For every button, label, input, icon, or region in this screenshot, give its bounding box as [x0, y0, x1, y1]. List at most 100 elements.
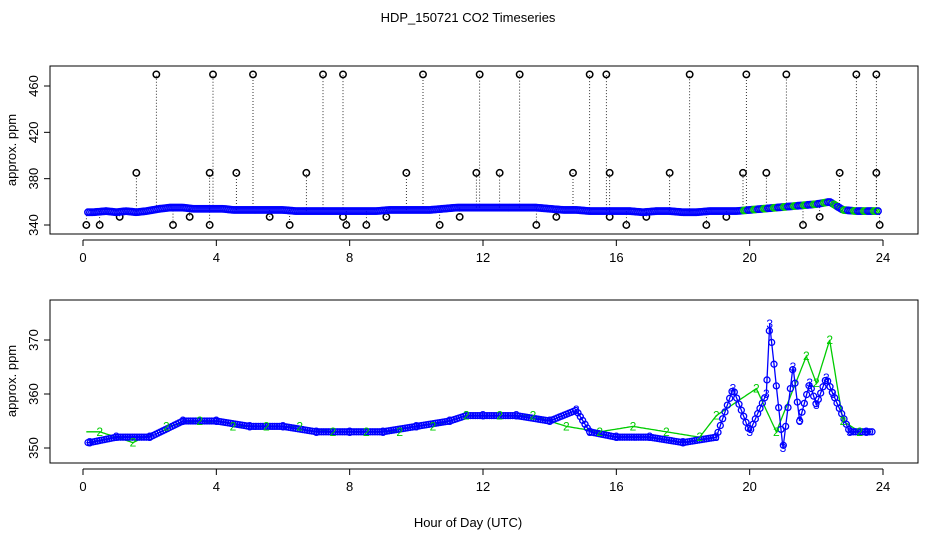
- bottom-data-point: [198, 417, 206, 425]
- top-outlier-point: [685, 70, 694, 79]
- series-3-point-label: 3: [463, 409, 470, 423]
- series-2-point-label: 2: [813, 376, 820, 390]
- bottom-data-point: [742, 418, 750, 426]
- bottom-data-point: [644, 433, 652, 441]
- top-y-tick-label: 460: [26, 75, 41, 97]
- bottom-data-point: [462, 412, 470, 420]
- x-axis-label: Hour of Day (UTC): [414, 515, 522, 530]
- bottom-data-point: [800, 399, 808, 408]
- series-2-point-label: 2: [563, 419, 570, 433]
- top-outlier-point: [475, 70, 484, 79]
- series-3-point-label: 3: [246, 419, 253, 433]
- series-3-point-label: 3: [823, 371, 830, 385]
- top-outlier-point: [205, 168, 214, 177]
- bottom-plot-frame: [49, 299, 919, 464]
- top-outlier-point: [152, 70, 161, 79]
- bottom-data-point: [140, 433, 148, 441]
- bottom-data-point: [803, 390, 811, 399]
- series-2-point-label: 2: [296, 419, 303, 433]
- bottom-data-point: [768, 338, 776, 347]
- bottom-data-point: [784, 403, 792, 412]
- bottom-data-point: [348, 428, 356, 436]
- bottom-data-point: [322, 428, 330, 436]
- bottom-data-point: [637, 433, 645, 441]
- bottom-data-point: [723, 401, 731, 409]
- bottom-x-tick-label: 24: [876, 479, 890, 494]
- bottom-data-point: [355, 428, 363, 436]
- top-outlier-point: [852, 70, 861, 79]
- bottom-data-point: [201, 417, 209, 425]
- bottom-data-point: [730, 388, 738, 396]
- bottom-data-point: [779, 441, 787, 449]
- top-outlier-point: [702, 221, 711, 229]
- bottom-data-point: [471, 411, 479, 420]
- series-2-point-label: 2: [530, 409, 537, 423]
- series-2-point-label: 2: [163, 419, 170, 433]
- bottom-data-point: [205, 417, 213, 425]
- bottom-data-point: [714, 428, 722, 436]
- bottom-data-point: [761, 394, 769, 402]
- top-x-tick-label: 12: [476, 250, 490, 265]
- bottom-data-point: [716, 421, 724, 430]
- bottom-data-point: [490, 411, 498, 420]
- bottom-data-point: [772, 382, 780, 390]
- bottom-x-tick-label: 8: [346, 479, 353, 494]
- top-x-tick-label: 20: [742, 250, 756, 265]
- bottom-data-point: [128, 433, 136, 441]
- top-outlier-point: [205, 221, 214, 229]
- bottom-data-point: [313, 428, 321, 436]
- bottom-data-point: [362, 428, 370, 436]
- series-2-point-label: 2: [630, 419, 637, 433]
- top-outlier-point: [339, 70, 347, 79]
- bottom-data-point: [849, 428, 857, 436]
- series-3-point-label: 3: [513, 409, 520, 423]
- top-y-tick-label: 420: [26, 121, 41, 143]
- bottom-data-point: [719, 415, 727, 423]
- series-2-point-label: 2: [330, 425, 337, 439]
- series-3-point-label: 3: [313, 425, 320, 439]
- top-outlier-point: [622, 221, 631, 229]
- bottom-data-point: [817, 389, 825, 397]
- bottom-data-point: [112, 433, 120, 441]
- bottom-data-point: [341, 428, 349, 436]
- bottom-data-point: [798, 408, 806, 416]
- bottom-data-point: [194, 417, 202, 425]
- bottom-y-tick-label: 350: [26, 437, 41, 459]
- top-y-tick-label: 340: [26, 214, 41, 236]
- bottom-data-point: [621, 433, 629, 441]
- series-2-point-label: 2: [263, 419, 270, 433]
- series-3-point-label: 3: [713, 430, 720, 444]
- bottom-data-point: [135, 433, 143, 441]
- bottom-data-point: [376, 428, 384, 436]
- bottom-data-point: [126, 433, 134, 441]
- bottom-data-point: [117, 433, 125, 441]
- bottom-data-point: [184, 417, 192, 425]
- bottom-data-point: [630, 433, 638, 441]
- bottom-data-point: [203, 417, 211, 425]
- bottom-data-point: [268, 422, 276, 431]
- bottom-data-point: [852, 428, 860, 436]
- bottom-data-point: [317, 428, 325, 436]
- top-x-tick-label: 16: [609, 250, 623, 265]
- bottom-data-point: [789, 366, 797, 374]
- series-3-point-label: 3: [113, 430, 120, 444]
- top-outlier-point: [435, 221, 444, 229]
- series-2-point-label: 2: [803, 349, 810, 363]
- top-outlier-point: [232, 168, 241, 177]
- series-3-point-label: 3: [863, 425, 870, 439]
- series-3-point-label: 3: [806, 376, 813, 390]
- bottom-data-point: [245, 422, 253, 430]
- top-outlier-point: [515, 70, 524, 79]
- bottom-data-point: [180, 417, 188, 425]
- top-outlier-point: [185, 212, 194, 221]
- bottom-data-point: [856, 428, 864, 436]
- bottom-data-point: [210, 417, 218, 425]
- bottom-data-point: [343, 428, 351, 436]
- bottom-data-point: [273, 422, 281, 431]
- series-2-point-label: 2: [840, 414, 847, 428]
- series-3-point-label: 3: [680, 436, 687, 450]
- bottom-data-point: [257, 422, 265, 431]
- bottom-data-point: [271, 422, 279, 431]
- bottom-data-point: [464, 411, 472, 420]
- top-outlier-point: [762, 168, 771, 177]
